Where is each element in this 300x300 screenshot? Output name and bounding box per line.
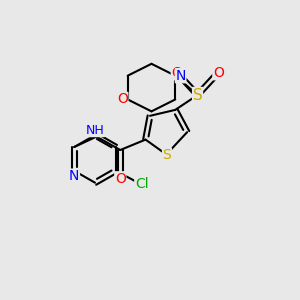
Text: NH: NH xyxy=(85,124,104,136)
Text: Cl: Cl xyxy=(135,177,148,191)
Text: S: S xyxy=(193,88,202,103)
Text: N: N xyxy=(69,169,80,183)
Text: O: O xyxy=(117,92,128,106)
Text: O: O xyxy=(115,172,126,186)
Text: O: O xyxy=(171,66,182,80)
Text: N: N xyxy=(176,69,186,83)
Text: S: S xyxy=(163,148,171,162)
Text: O: O xyxy=(213,66,224,80)
